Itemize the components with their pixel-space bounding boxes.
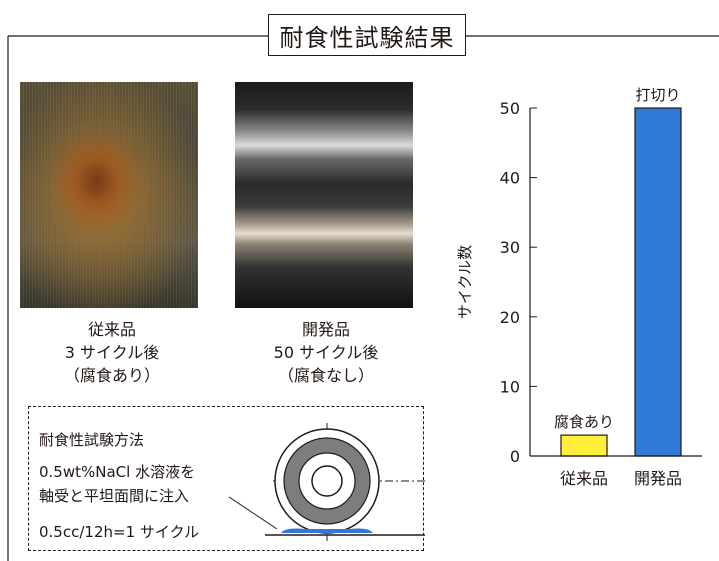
developed-product-photo [235, 82, 413, 308]
bearing-diagram [265, 423, 425, 541]
bar-annotation: 腐食あり [554, 413, 614, 431]
y-tick-label: 10 [500, 377, 520, 396]
bar-0 [560, 434, 608, 457]
test-method-title: 耐食性試験方法 [39, 431, 145, 449]
page-title: 耐食性試験結果 [268, 14, 466, 56]
leader-line [228, 496, 278, 530]
y-tick-label: 50 [500, 99, 520, 118]
y-tick-label: 40 [500, 169, 520, 188]
x-category-label: 従来品 [560, 469, 608, 488]
test-method-line: 軸受と平坦面間に注入 [39, 487, 190, 505]
bar-annotation: 打切り [635, 86, 680, 104]
test-method-line: 0.5wt%NaCl 水溶液を [39, 463, 196, 481]
bar-1 [634, 107, 682, 457]
saltwater-puddle [281, 528, 373, 533]
test-method-line: 0.5cc/12h=1 サイクル [39, 523, 200, 541]
caption-line: 開発品 [301, 320, 350, 339]
caption-line: 従来品 [87, 320, 136, 339]
conventional-product-caption: 従来品 3 サイクル後 （腐食あり） [12, 318, 212, 387]
y-axis-ticks: 0 10 20 30 40 50 [500, 99, 537, 466]
y-tick-label: 0 [510, 447, 520, 466]
caption-line: 3 サイクル後 [64, 343, 160, 362]
x-axis-labels: 従来品 開発品 [560, 469, 682, 488]
developed-product-caption: 開発品 50 サイクル後 （腐食なし） [226, 318, 426, 387]
caption-line: 50 サイクル後 [273, 343, 379, 362]
bearing-bore [311, 465, 343, 497]
y-axis-label: サイクル数 [456, 245, 474, 319]
cycles-bar-chart: 0 10 20 30 40 50 腐食あり 打切り 従来品 開発品 サイクル数 [456, 86, 702, 488]
conventional-product-photo [20, 82, 198, 308]
y-tick-label: 20 [500, 308, 520, 327]
caption-line: （腐食なし） [277, 366, 374, 385]
bars: 腐食あり 打切り [554, 86, 682, 457]
y-tick-label: 30 [500, 238, 520, 257]
caption-line: （腐食あり） [63, 366, 160, 385]
test-method-box: 耐食性試験方法 0.5wt%NaCl 水溶液を 軸受と平坦面間に注入 0.5cc… [28, 406, 425, 551]
x-category-label: 開発品 [634, 469, 682, 488]
